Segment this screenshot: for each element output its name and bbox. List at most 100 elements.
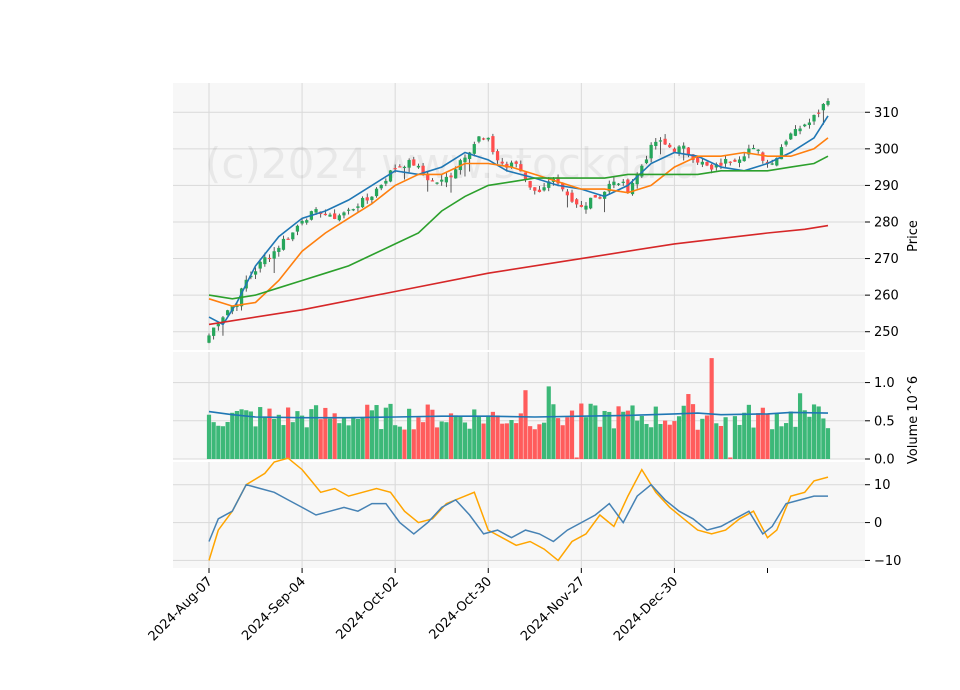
candle-body xyxy=(649,144,653,159)
volume-bar xyxy=(653,406,658,459)
price-axis-label: Price xyxy=(906,220,921,252)
volume-bar xyxy=(574,457,579,459)
candle-body xyxy=(817,112,821,114)
volume-bar xyxy=(518,413,523,459)
volume-bar xyxy=(323,407,328,459)
volume-bar xyxy=(258,407,263,459)
volume-bar xyxy=(770,429,775,459)
candle-body xyxy=(384,180,388,184)
candle-body xyxy=(635,173,639,185)
candle-body xyxy=(793,129,798,136)
candle-body xyxy=(654,141,658,147)
candle-body xyxy=(388,170,393,182)
volume-bar xyxy=(700,418,705,459)
volume-bar xyxy=(811,404,817,459)
volume-bar xyxy=(495,415,500,459)
volume-bar xyxy=(663,420,668,459)
volume-bar xyxy=(681,405,686,459)
volume-bar xyxy=(509,420,514,459)
candle-body xyxy=(333,213,337,220)
volume-bar xyxy=(779,426,784,459)
candle-body xyxy=(691,154,695,160)
volume-bar xyxy=(593,405,598,459)
candle-body xyxy=(346,209,351,211)
candle-body xyxy=(537,189,542,193)
volume-bar xyxy=(486,415,491,459)
candle-body xyxy=(500,161,504,164)
volume-bar xyxy=(253,426,258,459)
volume-bar xyxy=(393,425,398,459)
volume-bar xyxy=(313,405,319,459)
ma-line xyxy=(208,115,829,326)
volume-bar xyxy=(206,414,212,459)
panel-background xyxy=(173,462,865,568)
candle-body xyxy=(356,206,360,208)
candle-body xyxy=(612,181,616,185)
candle-body xyxy=(584,205,588,210)
x-tick-label: 2024-Oct-30 xyxy=(427,574,495,642)
candle-body xyxy=(463,157,467,163)
volume-bar xyxy=(616,406,621,459)
volume-bar xyxy=(542,422,547,459)
candle-body xyxy=(696,157,700,163)
volume-bar xyxy=(341,418,347,459)
volume-tick-label: 0.5 xyxy=(874,414,895,429)
candle-body xyxy=(342,212,346,216)
volume-bar xyxy=(327,418,333,459)
volume-bar xyxy=(555,418,561,459)
candle-body xyxy=(253,271,258,275)
volume-bar xyxy=(220,426,226,459)
volume-bar xyxy=(742,412,747,459)
candle-body xyxy=(728,161,732,163)
volume-bar xyxy=(579,403,584,459)
volume-bar xyxy=(695,429,700,459)
candle-body xyxy=(756,149,760,151)
ma-line xyxy=(208,137,829,307)
candle-body xyxy=(379,184,383,189)
candle-body xyxy=(454,169,458,179)
volume-bar xyxy=(397,426,402,459)
volume-bar xyxy=(262,416,267,459)
candle-body xyxy=(826,100,830,105)
volume-bar xyxy=(644,423,649,459)
x-tick-label: 2024-Sep-04 xyxy=(239,574,309,644)
volume-bar xyxy=(583,417,589,459)
candle-body xyxy=(360,197,365,208)
volume-bar xyxy=(374,405,379,459)
volume-bar xyxy=(230,412,235,459)
volume-bar xyxy=(821,418,826,459)
ma-line xyxy=(208,224,829,326)
candle-body xyxy=(495,151,500,161)
candle-body xyxy=(412,159,416,166)
candle-body xyxy=(798,128,802,132)
volume-bar xyxy=(537,424,542,459)
volume-bar xyxy=(784,423,789,459)
candle-body xyxy=(593,195,597,198)
volume-bar xyxy=(718,425,724,459)
volume-bar xyxy=(607,411,612,459)
candle-body xyxy=(779,147,784,160)
indicator-lines xyxy=(208,457,829,562)
candle-body xyxy=(477,136,481,142)
candle-body xyxy=(225,310,230,316)
candle-body xyxy=(626,179,630,194)
volume-bar xyxy=(267,408,272,459)
volume-bar xyxy=(448,413,454,459)
candle-body xyxy=(370,196,374,201)
volume-tick-label: 1.0 xyxy=(874,376,895,391)
volume-bar xyxy=(290,422,295,459)
volume-bar xyxy=(272,418,277,459)
candle-body xyxy=(686,147,691,155)
volume-axis-label: Volume 10^6 xyxy=(906,376,921,464)
volume-average-line xyxy=(208,410,829,419)
candle-body xyxy=(547,181,551,188)
volume-bar xyxy=(551,404,556,459)
volume-bar xyxy=(472,409,477,459)
indicator-line xyxy=(208,457,829,562)
candle-body xyxy=(398,166,402,168)
moving-average-lines xyxy=(208,115,829,326)
volume-bar xyxy=(281,425,286,459)
volume-bar xyxy=(532,429,537,459)
volume-bar xyxy=(379,429,384,459)
volume-bar xyxy=(351,416,356,459)
